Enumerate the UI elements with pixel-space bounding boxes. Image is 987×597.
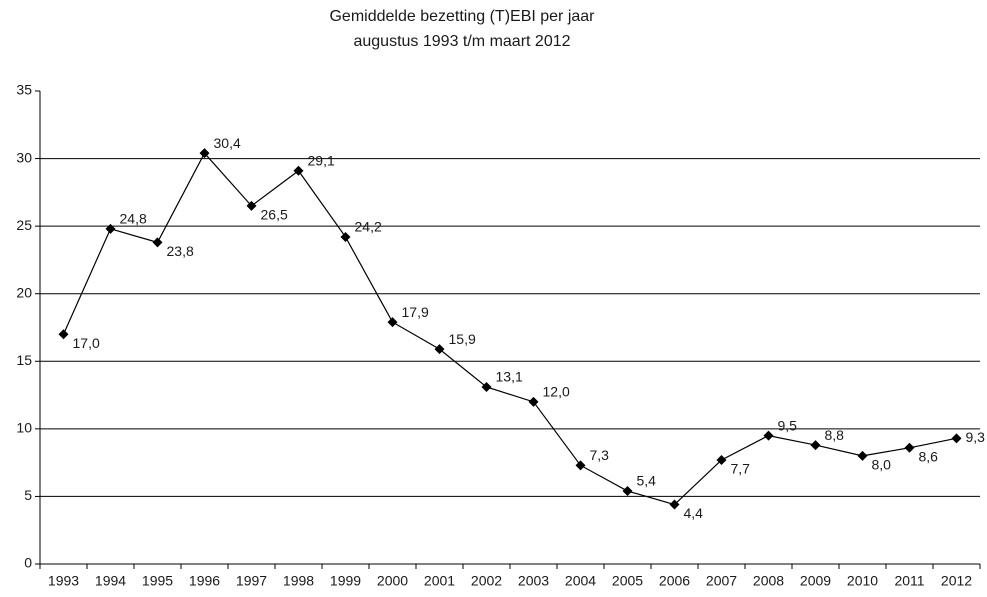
data-label: 24,2 <box>355 219 382 235</box>
x-tick-label: 2010 <box>847 573 878 589</box>
x-tick-label: 2008 <box>753 573 784 589</box>
x-tick-label: 1998 <box>283 573 314 589</box>
marker <box>340 231 351 242</box>
x-tick-label: 2007 <box>706 573 737 589</box>
marker <box>58 329 69 340</box>
x-tick-label: 2006 <box>659 573 690 589</box>
marker <box>293 165 304 176</box>
data-label: 7,3 <box>590 447 610 463</box>
y-tick-label: 30 <box>16 149 32 165</box>
marker <box>105 223 116 234</box>
x-tick-label: 2011 <box>894 573 924 589</box>
marker <box>199 148 210 159</box>
data-label: 26,5 <box>261 207 288 223</box>
marker <box>857 450 868 461</box>
y-tick-label: 25 <box>16 217 32 233</box>
x-tick-label: 2005 <box>612 573 643 589</box>
data-label: 13,1 <box>496 369 523 385</box>
marker <box>528 396 539 407</box>
data-label: 5,4 <box>637 473 657 489</box>
x-tick-label: 2004 <box>565 573 596 589</box>
x-tick-label: 1997 <box>236 573 267 589</box>
data-label: 24,8 <box>120 211 147 227</box>
line <box>62 152 957 506</box>
x-tick-label: 2009 <box>800 573 831 589</box>
data-label: 29,1 <box>308 152 335 168</box>
x-tick-label: 2012 <box>941 573 972 589</box>
data-label: 17,0 <box>73 335 100 351</box>
data-label: 9,5 <box>778 417 798 433</box>
marker <box>716 454 727 465</box>
marker <box>481 381 492 392</box>
y-tick-label: 5 <box>24 487 32 503</box>
y-tick-label: 20 <box>16 284 32 300</box>
y-tick-label: 0 <box>24 555 32 571</box>
marker <box>951 433 962 444</box>
x-tick-label: 2001 <box>424 573 455 589</box>
x-tick-label: 2000 <box>377 573 408 589</box>
data-label: 8,8 <box>825 427 845 443</box>
y-tick-label: 15 <box>16 352 32 368</box>
x-tick-label: 1999 <box>330 573 361 589</box>
chart-subtitle: augustus 1993 t/m maart 2012 <box>353 33 570 50</box>
marker <box>810 440 821 451</box>
x-tick-label: 1996 <box>189 573 220 589</box>
data-label: 12,0 <box>543 384 570 400</box>
x-tick-label: 1993 <box>48 573 79 589</box>
marker <box>763 430 774 441</box>
data-label: 9,3 <box>966 429 986 445</box>
marker <box>622 486 633 497</box>
x-tick-label: 2003 <box>518 573 549 589</box>
x-tick-label: 2002 <box>471 573 502 589</box>
x-tick-label: 1995 <box>142 573 173 589</box>
x-tick-label: 1994 <box>95 573 126 589</box>
data-label: 23,8 <box>167 243 194 259</box>
data-label: 8,6 <box>919 448 939 464</box>
marker <box>152 237 163 248</box>
data-label: 8,0 <box>872 457 892 473</box>
marker <box>575 460 586 471</box>
marker <box>246 200 257 211</box>
marker <box>669 499 680 510</box>
data-label: 30,4 <box>214 135 241 151</box>
data-label: 17,9 <box>402 304 429 320</box>
data-label: 7,7 <box>731 461 751 477</box>
chart-title: Gemiddelde bezetting (T)EBI per jaar <box>329 8 595 25</box>
marker <box>434 344 445 355</box>
y-tick-label: 10 <box>16 420 32 436</box>
marker <box>387 317 398 328</box>
y-tick-label: 35 <box>16 82 32 98</box>
data-label: 4,4 <box>684 505 704 521</box>
data-label: 15,9 <box>449 331 476 347</box>
marker <box>904 442 915 453</box>
